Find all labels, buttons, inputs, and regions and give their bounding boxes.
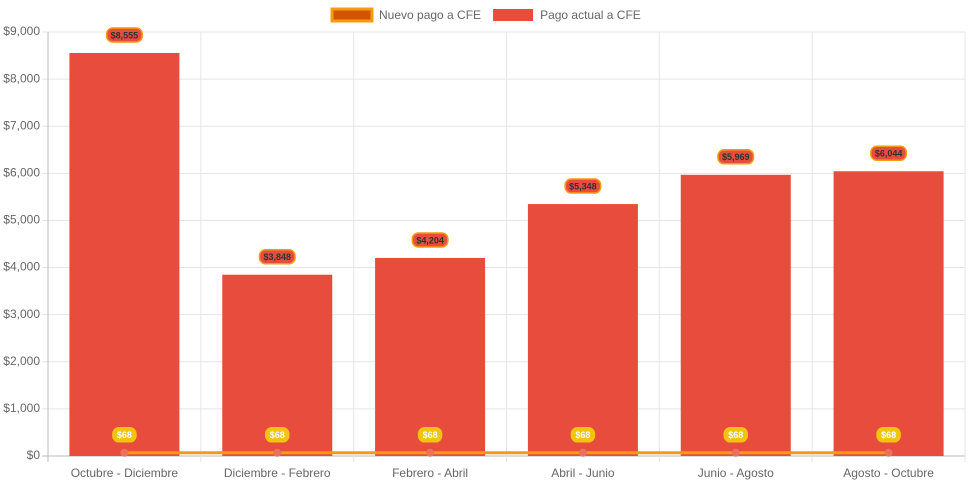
data-label-box — [258, 248, 296, 265]
data-label: $5,969 — [717, 149, 755, 165]
line-point — [426, 448, 435, 457]
data-label-box — [105, 27, 143, 43]
legend-swatch — [330, 7, 374, 23]
y-tick-label: $1,000 — [3, 401, 40, 415]
data-label-box — [411, 232, 449, 248]
line-point — [273, 448, 282, 457]
data-label-text: $5,348 — [569, 181, 597, 191]
legend-label: Pago actual a CFE — [540, 8, 641, 22]
data-label-box — [876, 427, 901, 443]
data-label: $5,348 — [564, 178, 602, 194]
data-label-text: $68 — [728, 430, 743, 440]
data-label: $68 — [723, 427, 749, 443]
x-tick-label: Agosto - Octubre — [843, 466, 934, 480]
data-label-text: $68 — [423, 430, 438, 440]
legend-item: Pago actual a CFE — [493, 8, 641, 22]
bar — [375, 257, 486, 456]
line-point — [731, 448, 740, 457]
y-tick-label: $2,000 — [3, 354, 40, 368]
data-label-box — [264, 427, 290, 443]
data-label-box — [564, 178, 602, 194]
data-label-text: $3,848 — [263, 252, 291, 262]
y-tick-label: $3,000 — [3, 307, 40, 321]
data-label: $8,555 — [105, 27, 143, 43]
data-label: $4,204 — [411, 232, 449, 248]
y-tick-label: $8,000 — [3, 71, 40, 85]
y-tick-label: $4,000 — [3, 260, 40, 274]
bar — [222, 274, 333, 456]
bar — [833, 171, 944, 456]
data-label-text: $4,204 — [416, 235, 444, 245]
data-label-text: $5,969 — [722, 152, 750, 162]
y-tick-label: $6,000 — [3, 166, 40, 180]
x-tick-label: Abril - Junio — [551, 466, 615, 480]
data-label: $68 — [112, 427, 137, 443]
data-label-text: $6,044 — [875, 149, 903, 159]
y-tick-label: $7,000 — [3, 118, 40, 132]
x-tick-label: Febrero - Abril — [392, 466, 468, 480]
y-tick-label: $5,000 — [3, 213, 40, 227]
data-label-box — [417, 427, 443, 443]
data-label-text: $68 — [270, 430, 285, 440]
data-label: $68 — [570, 427, 596, 443]
data-label: $68 — [417, 427, 443, 443]
legend-item: Nuevo pago a CFE — [330, 7, 481, 23]
data-label-box — [870, 145, 908, 162]
data-label-box — [723, 427, 749, 443]
data-label-box — [570, 427, 596, 443]
data-label: $3,848 — [258, 248, 296, 265]
line-point — [578, 448, 587, 457]
data-label-box — [717, 149, 755, 165]
data-label-box — [112, 427, 137, 443]
data-label: $6,044 — [870, 145, 908, 162]
data-label-text: $68 — [575, 430, 590, 440]
x-tick-label: Diciembre - Febrero — [224, 466, 331, 480]
legend-label: Nuevo pago a CFE — [379, 8, 481, 22]
x-tick-label: Junio - Agosto — [698, 466, 774, 480]
line-point — [884, 448, 893, 457]
bar — [527, 204, 638, 456]
data-label: $68 — [876, 427, 901, 443]
line-point — [120, 448, 129, 457]
legend-swatch — [493, 9, 534, 21]
data-label-text: $8,555 — [111, 30, 139, 40]
bar — [680, 174, 791, 457]
x-tick-label: Octubre - Diciembre — [71, 466, 179, 480]
data-label-text: $68 — [117, 430, 132, 440]
y-tick-label: $9,000 — [3, 24, 40, 38]
y-tick-label: $0 — [27, 448, 41, 462]
data-label: $68 — [264, 427, 290, 443]
bar — [69, 52, 180, 456]
data-label-text: $68 — [881, 430, 896, 440]
